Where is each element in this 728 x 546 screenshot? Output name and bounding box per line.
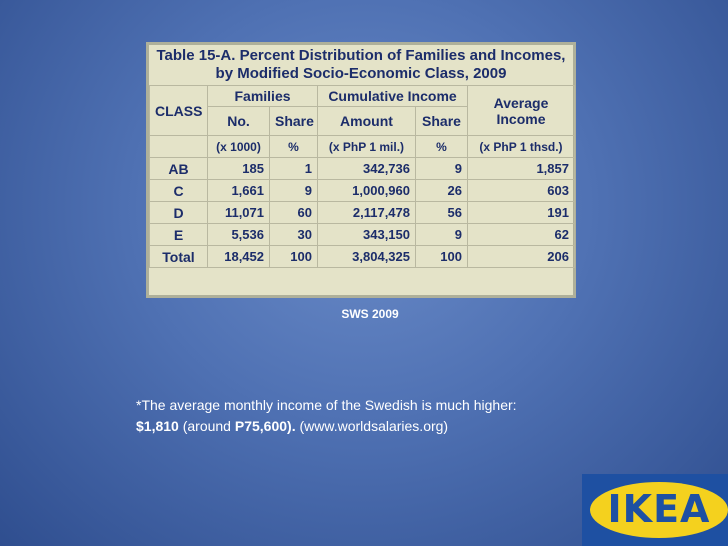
source-caption: SWS 2009 (341, 307, 399, 321)
cell-share: 100 (269, 245, 318, 268)
table-row: C 1,661 9 1,000,960 26 603 (149, 179, 575, 202)
unit-amount: (x PhP 1 mil.) (317, 135, 416, 158)
header-share2: Share (415, 106, 468, 136)
ikea-logo-text: IKEA (607, 487, 711, 531)
table-title: Table 15-A. Percent Distribution of Fami… (149, 47, 573, 83)
cell-amount: 3,804,325 (317, 245, 416, 268)
table-row: E 5,536 30 343,150 9 62 (149, 223, 575, 246)
cell-share2: 56 (415, 201, 468, 224)
unit-no: (x 1000) (207, 135, 270, 158)
cell-share: 9 (269, 179, 318, 202)
header-unit-blank (149, 135, 208, 158)
cell-no: 5,536 (207, 223, 270, 246)
unit-pct2: % (415, 135, 468, 158)
header-families: Families (207, 85, 318, 107)
cell-share2: 9 (415, 223, 468, 246)
ikea-logo: IKEA (582, 474, 728, 546)
amount-php: P75,600 (234, 418, 288, 434)
cell-share2: 9 (415, 157, 468, 180)
cell-avg: 1,857 (467, 157, 575, 180)
cell-no: 185 (207, 157, 270, 180)
cell-class: C (149, 179, 208, 202)
unit-pct: % (269, 135, 318, 158)
income-distribution-table: Table 15-A. Percent Distribution of Fami… (146, 42, 576, 298)
cell-no: 11,071 (207, 201, 270, 224)
amount-usd: $1,810 (136, 418, 179, 434)
table-row-total: Total 18,452 100 3,804,325 100 206 (149, 245, 575, 268)
footnote-line1: *The average monthly income of the Swedi… (136, 397, 517, 413)
cell-class: Total (149, 245, 208, 268)
footnote: *The average monthly income of the Swedi… (136, 395, 606, 437)
cell-class: AB (149, 157, 208, 180)
cell-amount: 343,150 (317, 223, 416, 246)
around-text: (around (178, 418, 235, 434)
cell-amount: 1,000,960 (317, 179, 416, 202)
cell-no: 1,661 (207, 179, 270, 202)
table-row: AB 185 1 342,736 9 1,857 (149, 157, 575, 180)
table-title-line2: by Modified Socio-Economic Class, 2009 (215, 65, 507, 82)
cell-share2: 100 (415, 245, 468, 268)
cell-class: E (149, 223, 208, 246)
ikea-logo-oval (590, 482, 728, 538)
source-site: (www.worldsalaries.org) (295, 418, 449, 434)
header-class: CLASS (149, 85, 208, 136)
cell-share: 1 (269, 157, 318, 180)
header-average-income: Average Income (467, 85, 575, 136)
cell-avg: 206 (467, 245, 575, 268)
header-share: Share (269, 106, 318, 136)
header-amount: Amount (317, 106, 416, 136)
header-cumulative-income: Cumulative Income (317, 85, 468, 107)
cell-share: 60 (269, 201, 318, 224)
data-grid: CLASS Families Cumulative Income Average… (149, 85, 575, 268)
cell-amount: 2,117,478 (317, 201, 416, 224)
cell-no: 18,452 (207, 245, 270, 268)
cell-avg: 191 (467, 201, 575, 224)
cell-share2: 26 (415, 179, 468, 202)
table-title-line1: Table 15-A. Percent Distribution of Fami… (156, 47, 566, 64)
cell-class: D (149, 201, 208, 224)
table-row: D 11,071 60 2,117,478 56 191 (149, 201, 575, 224)
close-text: ). (287, 418, 296, 434)
header-no: No. (207, 106, 270, 136)
unit-avg: (x PhP 1 thsd.) (467, 135, 575, 158)
cell-share: 30 (269, 223, 318, 246)
cell-avg: 603 (467, 179, 575, 202)
footnote-line2: $1,810 (around P75,600). (www.worldsalar… (136, 416, 606, 437)
cell-amount: 342,736 (317, 157, 416, 180)
cell-avg: 62 (467, 223, 575, 246)
